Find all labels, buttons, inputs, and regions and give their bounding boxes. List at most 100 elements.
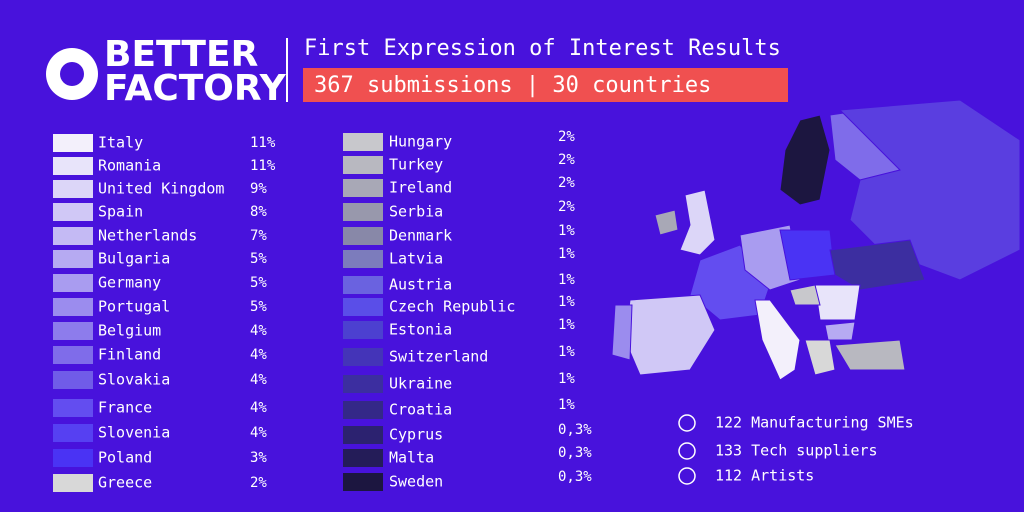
- country-label: Serbia: [389, 203, 443, 221]
- legend-swatch: [53, 298, 93, 316]
- legend-swatch: [343, 473, 383, 491]
- legend-swatch: [343, 227, 383, 245]
- country-label: Estonia: [389, 321, 452, 339]
- legend-swatch: [53, 322, 93, 340]
- stat-label: 133 Tech suppliers: [715, 442, 878, 460]
- legend-swatch: [53, 180, 93, 198]
- country-label: Spain: [98, 203, 143, 221]
- stat-label: 112 Artists: [715, 467, 814, 485]
- country-share: 0,3%: [558, 422, 592, 438]
- country-share: 1%: [558, 246, 575, 262]
- legend-swatch: [343, 203, 383, 221]
- country-share: 0,3%: [558, 469, 592, 485]
- stat-label: 122 Manufacturing SMEs: [715, 414, 914, 432]
- country-share: 4%: [250, 400, 267, 416]
- country-label: Switzerland: [389, 348, 488, 366]
- subtitle: 367 submissions | 30 countries: [314, 73, 711, 98]
- legend-swatch: [343, 156, 383, 174]
- title: First Expression of Interest Results: [304, 36, 781, 61]
- country-share: 1%: [558, 294, 575, 310]
- country-label: Cyprus: [389, 426, 443, 444]
- europe-map: [611, 99, 1021, 381]
- country-label: Romania: [98, 157, 161, 175]
- legend-swatch: [53, 227, 93, 245]
- country-label: Croatia: [389, 401, 452, 419]
- country-share: 5%: [250, 251, 267, 267]
- country-label: Germany: [98, 274, 161, 292]
- country-share: 11%: [250, 135, 276, 151]
- legend-swatch: [343, 426, 383, 444]
- legend-swatch: [53, 399, 93, 417]
- country-label: France: [98, 399, 152, 417]
- country-label: Ukraine: [389, 375, 452, 393]
- legend-swatch: [343, 133, 383, 151]
- country-share: 1%: [558, 371, 575, 387]
- legend-swatch: [53, 371, 93, 389]
- country-label: Denmark: [389, 227, 452, 245]
- country-share: 1%: [558, 272, 575, 288]
- legend-swatch: [53, 203, 93, 221]
- country-share: 11%: [250, 158, 276, 174]
- country-share: 8%: [250, 204, 267, 220]
- legend-swatch: [343, 276, 383, 294]
- legend-swatch: [343, 449, 383, 467]
- legend-swatch: [53, 449, 93, 467]
- country-label: Sweden: [389, 473, 443, 491]
- country-share: 2%: [558, 199, 575, 215]
- legend-swatch: [343, 348, 383, 366]
- country-label: Latvia: [389, 250, 443, 268]
- country-share: 2%: [250, 475, 267, 491]
- country-share: 7%: [250, 228, 267, 244]
- legend-swatch: [343, 375, 383, 393]
- country-share: 4%: [250, 347, 267, 363]
- country-share: 5%: [250, 275, 267, 291]
- country-label: Netherlands: [98, 227, 197, 245]
- legend-swatch: [53, 134, 93, 152]
- legend-swatch: [53, 157, 93, 175]
- country-label: United Kingdom: [98, 180, 224, 198]
- country-label: Slovakia: [98, 371, 170, 389]
- country-label: Hungary: [389, 133, 452, 151]
- country-share: 2%: [558, 175, 575, 191]
- legend-swatch: [53, 346, 93, 364]
- country-label: Ireland: [389, 179, 452, 197]
- country-share: 3%: [250, 450, 267, 466]
- country-share: 1%: [558, 223, 575, 239]
- legend-swatch: [53, 274, 93, 292]
- legend-swatch: [53, 250, 93, 268]
- country-label: Turkey: [389, 156, 443, 174]
- country-share: 5%: [250, 299, 267, 315]
- country-label: Austria: [389, 276, 452, 294]
- country-share: 1%: [558, 397, 575, 413]
- country-label: Slovenia: [98, 424, 170, 442]
- logo-text: BETTER: [104, 34, 258, 75]
- country-label: Belgium: [98, 322, 161, 340]
- country-share: 4%: [250, 323, 267, 339]
- country-share: 4%: [250, 372, 267, 388]
- legend-swatch: [343, 298, 383, 316]
- country-share: 4%: [250, 425, 267, 441]
- stat-icons: [678, 414, 696, 485]
- country-label: Greece: [98, 474, 152, 492]
- country-label: Portugal: [98, 298, 170, 316]
- country-share: 2%: [558, 152, 575, 168]
- legend-swatch: [343, 401, 383, 419]
- legend-swatch: [343, 321, 383, 339]
- country-label: Poland: [98, 449, 152, 467]
- country-share: 1%: [558, 344, 575, 360]
- country-label: Czech Republic: [389, 298, 515, 316]
- legend-swatch: [53, 474, 93, 492]
- country-label: Finland: [98, 346, 161, 364]
- country-label: Bulgaria: [98, 250, 170, 268]
- legend-swatch: [343, 179, 383, 197]
- country-share: 0,3%: [558, 445, 592, 461]
- legend-swatch: [343, 250, 383, 268]
- country-label: Italy: [98, 134, 143, 152]
- subtitle-box: [303, 68, 788, 102]
- country-share: 1%: [558, 317, 575, 333]
- country-share: 9%: [250, 181, 267, 197]
- logo-gear: [46, 48, 98, 100]
- country-share: 2%: [558, 129, 575, 145]
- country-label: Malta: [389, 449, 434, 467]
